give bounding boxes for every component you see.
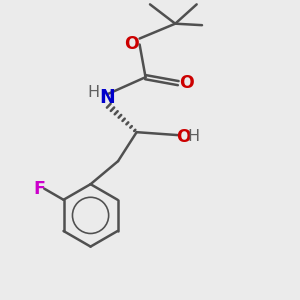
Text: N: N [99, 88, 115, 107]
Text: H: H [88, 85, 100, 100]
Text: O: O [124, 35, 139, 53]
Text: O: O [176, 128, 191, 146]
Text: H: H [188, 129, 200, 144]
Text: O: O [179, 74, 194, 92]
Text: F: F [33, 180, 45, 198]
